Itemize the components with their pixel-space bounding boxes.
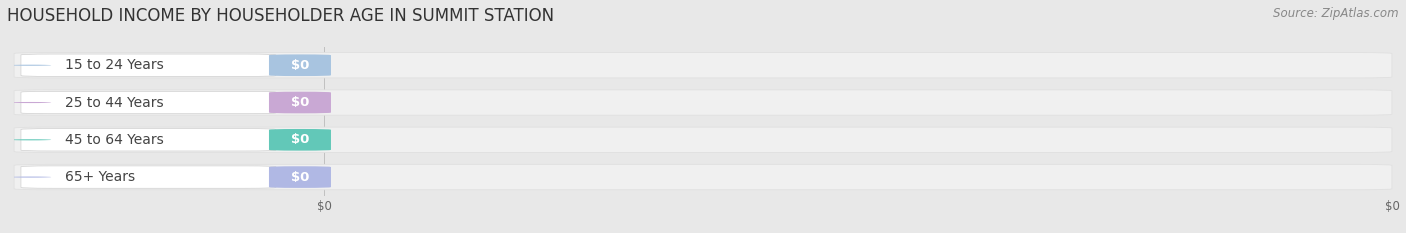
FancyBboxPatch shape <box>14 164 1392 190</box>
Text: Source: ZipAtlas.com: Source: ZipAtlas.com <box>1274 7 1399 20</box>
FancyBboxPatch shape <box>21 129 276 151</box>
FancyBboxPatch shape <box>269 166 330 188</box>
Circle shape <box>10 102 51 103</box>
Circle shape <box>10 177 51 178</box>
Text: 25 to 44 Years: 25 to 44 Years <box>65 96 163 110</box>
Text: 45 to 64 Years: 45 to 64 Years <box>65 133 163 147</box>
FancyBboxPatch shape <box>21 166 276 188</box>
FancyBboxPatch shape <box>14 127 1392 152</box>
Text: HOUSEHOLD INCOME BY HOUSEHOLDER AGE IN SUMMIT STATION: HOUSEHOLD INCOME BY HOUSEHOLDER AGE IN S… <box>7 7 554 25</box>
FancyBboxPatch shape <box>21 91 276 114</box>
Text: $0: $0 <box>291 171 309 184</box>
Text: 65+ Years: 65+ Years <box>65 170 135 184</box>
Circle shape <box>10 65 51 66</box>
Text: 15 to 24 Years: 15 to 24 Years <box>65 58 163 72</box>
FancyBboxPatch shape <box>21 54 276 76</box>
Text: $0: $0 <box>291 133 309 146</box>
FancyBboxPatch shape <box>269 92 330 113</box>
FancyBboxPatch shape <box>14 53 1392 78</box>
FancyBboxPatch shape <box>269 129 330 151</box>
Text: $0: $0 <box>291 96 309 109</box>
Circle shape <box>10 139 51 140</box>
FancyBboxPatch shape <box>14 90 1392 115</box>
Text: $0: $0 <box>291 59 309 72</box>
FancyBboxPatch shape <box>269 55 330 76</box>
